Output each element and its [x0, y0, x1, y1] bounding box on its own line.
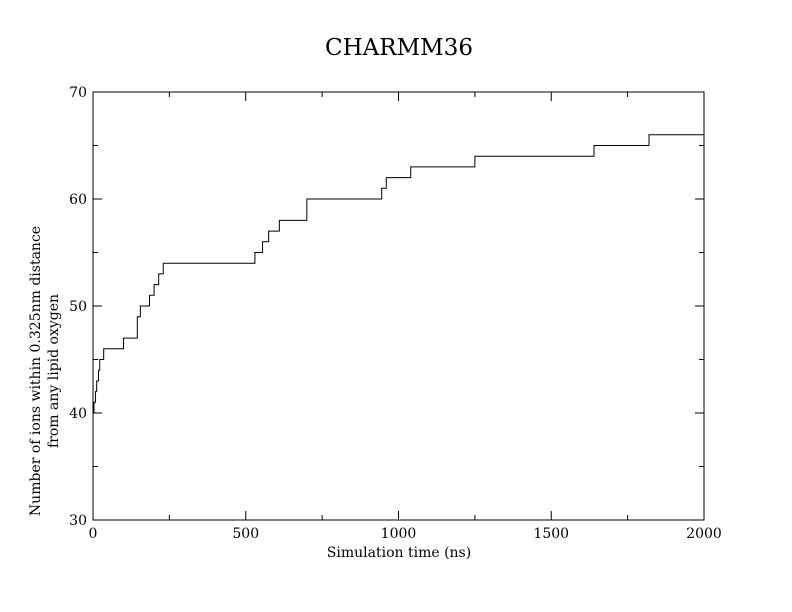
- y-tick-label: 30: [69, 513, 87, 529]
- y-tick-label: 60: [69, 192, 87, 208]
- y-tick-label: 70: [69, 85, 87, 101]
- x-tick-label: 1000: [381, 526, 417, 542]
- x-tick-label: 2000: [686, 526, 722, 542]
- series-line: [93, 134, 704, 414]
- y-axis-label-line-1: Number of ions within 0.325nm distance: [28, 226, 44, 516]
- x-tick-label: 0: [89, 526, 98, 542]
- x-tick-label: 1500: [533, 526, 569, 542]
- x-axis-label: Simulation time (ns): [327, 545, 471, 561]
- chart-title: CHARMM36: [325, 35, 473, 61]
- x-tick-label: 500: [232, 526, 259, 542]
- y-tick-label: 50: [69, 299, 87, 315]
- tick-labels: 0 500 1000 1500 2000 30 40 50 60 70: [69, 85, 722, 542]
- y-axis-label-line-2: from any lipid oxygen: [46, 294, 62, 448]
- axis-ticks: [92, 91, 705, 521]
- plot-frame: [92, 91, 705, 521]
- y-tick-label: 40: [69, 406, 87, 422]
- y-axis-label: Number of ions within 0.325nm distance f…: [28, 226, 62, 516]
